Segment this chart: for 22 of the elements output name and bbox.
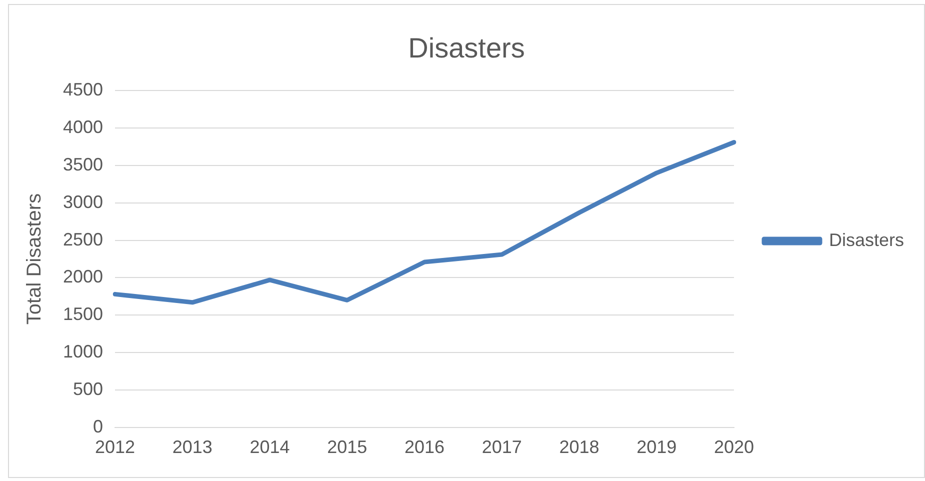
x-tick-label: 2016 <box>404 437 445 458</box>
y-tick-label: 3500 <box>62 154 104 174</box>
y-tick-label: 1000 <box>62 342 104 362</box>
y-tick-label: 1500 <box>62 304 104 324</box>
y-tick-label: 4500 <box>62 80 104 100</box>
y-tick-label: 500 <box>72 378 104 399</box>
chart-title: Disasters <box>408 32 525 64</box>
x-tick-label: 2014 <box>250 437 290 458</box>
y-tick-label: 4000 <box>62 116 104 137</box>
y-axis-title: Total Disasters <box>24 193 46 325</box>
x-tick-label: 2018 <box>559 437 600 458</box>
x-tick-label: 2013 <box>172 437 212 458</box>
x-tick-label: 2020 <box>714 437 754 458</box>
x-tick-label: 2012 <box>95 437 136 458</box>
y-tick-label: 2500 <box>62 229 104 250</box>
x-tick-label: 2017 <box>482 437 522 458</box>
x-tick-label: 2019 <box>636 437 677 458</box>
x-tick-label: 2015 <box>327 437 368 458</box>
y-tick-label: 2000 <box>62 266 104 287</box>
y-tick-label: 0 <box>93 416 104 436</box>
y-tick-label: 3000 <box>62 192 104 212</box>
legend-label: Disasters <box>828 230 904 250</box>
